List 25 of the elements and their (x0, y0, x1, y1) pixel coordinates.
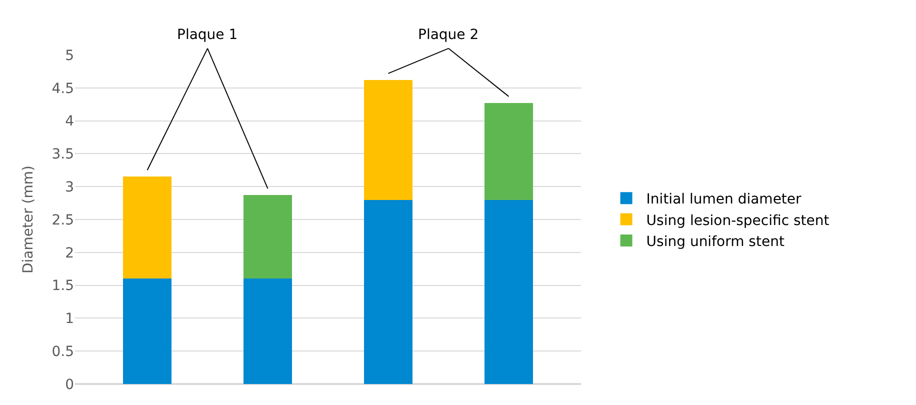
text: Plaque 2 (418, 27, 479, 43)
bar (244, 278, 292, 384)
legend-label: Initial lumen diameter (646, 192, 802, 208)
legend-label: Using lesion-specific stent (646, 212, 830, 229)
y-tick-label: 5 (65, 48, 74, 64)
bar (484, 200, 533, 384)
y-axis-title: Diameter (mm) (20, 165, 36, 274)
bar (244, 195, 292, 279)
bar (484, 103, 533, 200)
y-tick-label: 1 (65, 311, 74, 328)
y-tick-label: 3.5 (52, 146, 74, 163)
y-tick-label: 0.5 (52, 344, 74, 360)
y-tick-label: 4.5 (52, 80, 74, 97)
y-tick-label: 2.5 (52, 212, 74, 228)
y-tick-label: 4 (65, 114, 74, 130)
bar (123, 278, 172, 384)
bar (123, 176, 172, 279)
bar (364, 200, 412, 384)
y-tick-label: 0 (65, 376, 74, 393)
bar (364, 80, 412, 200)
y-tick-label: 3 (65, 180, 74, 196)
y-tick-label: 2 (65, 245, 74, 262)
text: Plaque 1 (177, 27, 238, 43)
y-tick-label: 1.5 (52, 278, 74, 294)
legend-label: Using uniform stent (646, 234, 785, 250)
